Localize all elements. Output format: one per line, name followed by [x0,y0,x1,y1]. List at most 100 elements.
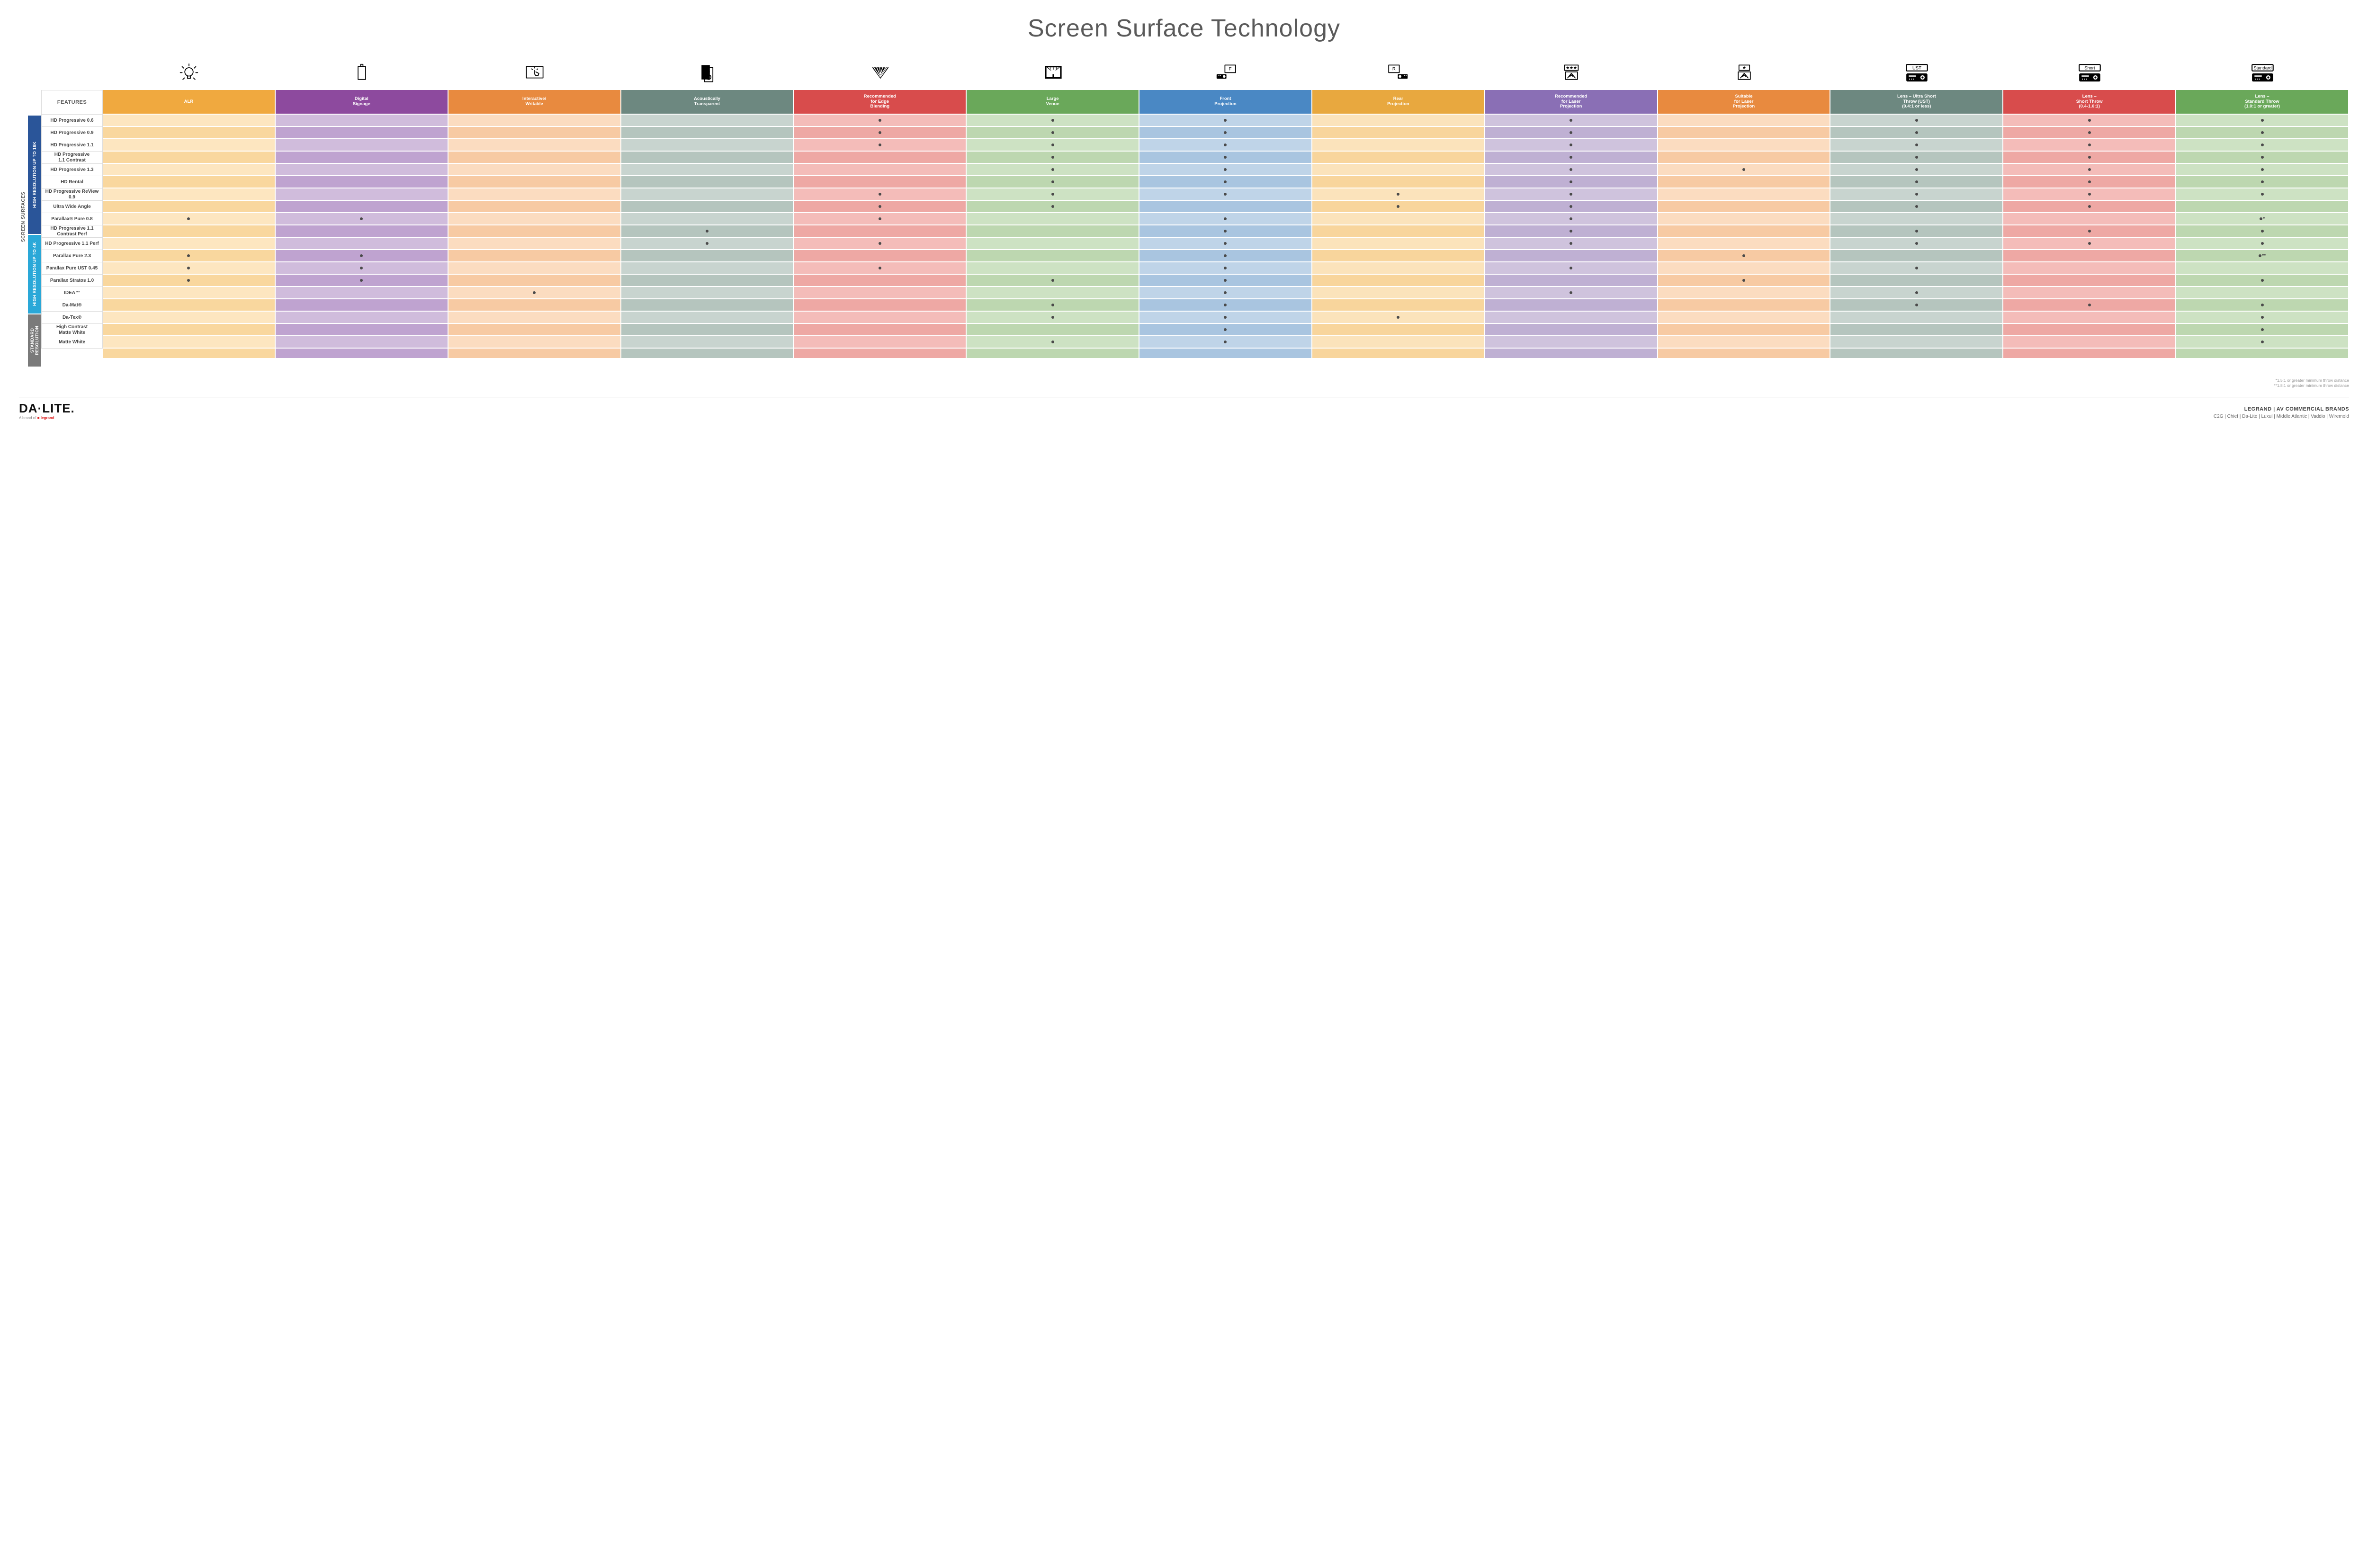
cell-acoustic [621,336,794,349]
row-label: HD Progressive 1.1Contrast Perf [41,225,103,238]
cell-front [1139,250,1312,262]
cell-ust [1830,324,2003,336]
cell-std [2176,164,2349,176]
cell-reclaser [1485,250,1658,262]
svg-text:F: F [1229,67,1232,72]
cell-interactive [448,152,621,164]
row-label: Matte White [41,336,103,349]
table-row: HD Progressive 1.3 [41,164,2349,176]
svg-text:UST: UST [1912,65,1921,70]
cell-short [2003,250,2176,262]
cell-suitlaser [1658,238,1831,250]
cell-interactive [448,312,621,324]
cell-front [1139,176,1312,188]
cell-interactive [448,225,621,238]
cell-reclaser [1485,201,1658,213]
cell-ust [1830,312,2003,324]
cell-ust [1830,188,2003,201]
cell-suitlaser [1658,164,1831,176]
cell-std [2176,287,2349,299]
cell-interactive [448,213,621,225]
cell-edge [794,115,967,127]
cell-suitlaser [1658,336,1831,349]
table-row: Parallax Stratos 1.0 [41,275,2349,287]
cell-edge [794,312,967,324]
cell-reclaser [1485,312,1658,324]
signage-icon [276,57,448,90]
cell-std [2176,238,2349,250]
logo-block: DA·LITE. A brand of ■ legrand [19,401,75,420]
venue-icon [967,57,1139,90]
cell-rear [1312,139,1485,152]
cell-alr [103,287,276,299]
col-header-alr: ALR [103,90,276,115]
front-proj-icon: F [1139,57,1312,90]
cell-rear [1312,164,1485,176]
cell-alr [103,238,276,250]
cell-acoustic [621,139,794,152]
cell-alr [103,188,276,201]
cell-large [967,238,1139,250]
table-row: Da-Tex® [41,312,2349,324]
cell-short [2003,152,2176,164]
cell-std: * [2176,213,2349,225]
table-row: HD Progressive 1.1Contrast Perf [41,225,2349,238]
cell-large [967,250,1139,262]
svg-text:Short: Short [2084,65,2095,70]
cell-std [2176,324,2349,336]
table-row: HD Progressive 0.6 [41,115,2349,127]
row-label: HD Progressive 0.6 [41,115,103,127]
cell-signage [276,275,448,287]
cell-std [2176,127,2349,139]
cell-front [1139,152,1312,164]
svg-text:R: R [1392,67,1396,72]
cell-large [967,201,1139,213]
cell-short [2003,336,2176,349]
cell-alr [103,176,276,188]
table-row: High ContrastMatte White [41,324,2349,336]
cell-alr [103,275,276,287]
cell-std [2176,299,2349,312]
cell-suitlaser [1658,225,1831,238]
cell-signage [276,336,448,349]
cell-large [967,213,1139,225]
table-row: IDEA™ [41,287,2349,299]
col-header-signage: DigitalSignage [276,90,448,115]
col-header-interactive: Interactive/Writable [448,90,621,115]
cell-short [2003,139,2176,152]
cell-signage [276,176,448,188]
cell-ust [1830,225,2003,238]
cell-alr [103,213,276,225]
cell-acoustic [621,164,794,176]
cell-rear [1312,201,1485,213]
cell-edge [794,176,967,188]
cell-front [1139,127,1312,139]
cell-signage [276,312,448,324]
cell-rear [1312,262,1485,275]
col-header-large: LargeVenue [967,90,1139,115]
table-row: Ultra Wide Angle [41,201,2349,213]
cell-front [1139,312,1312,324]
table-row: HD Progressive 1.1 [41,139,2349,152]
cell-signage [276,201,448,213]
row-label: High ContrastMatte White [41,324,103,336]
cell-reclaser [1485,164,1658,176]
footnotes: *1.5:1 or greater minimum throw distance… [19,378,2349,388]
wedge-icon [794,57,967,90]
col-header-acoustic: AcousticallyTransparent [621,90,794,115]
row-label: HD Progressive 1.1 Perf [41,238,103,250]
features-header: FEATURES [41,90,103,115]
cell-ust [1830,262,2003,275]
cell-interactive [448,324,621,336]
cell-interactive [448,188,621,201]
cell-large [967,299,1139,312]
cell-reclaser [1485,225,1658,238]
cell-large [967,312,1139,324]
cell-signage [276,324,448,336]
cell-signage [276,238,448,250]
cell-acoustic [621,152,794,164]
cell-alr [103,225,276,238]
cell-rear [1312,188,1485,201]
laser-suit-icon: ★ [1658,57,1831,90]
cell-interactive [448,287,621,299]
